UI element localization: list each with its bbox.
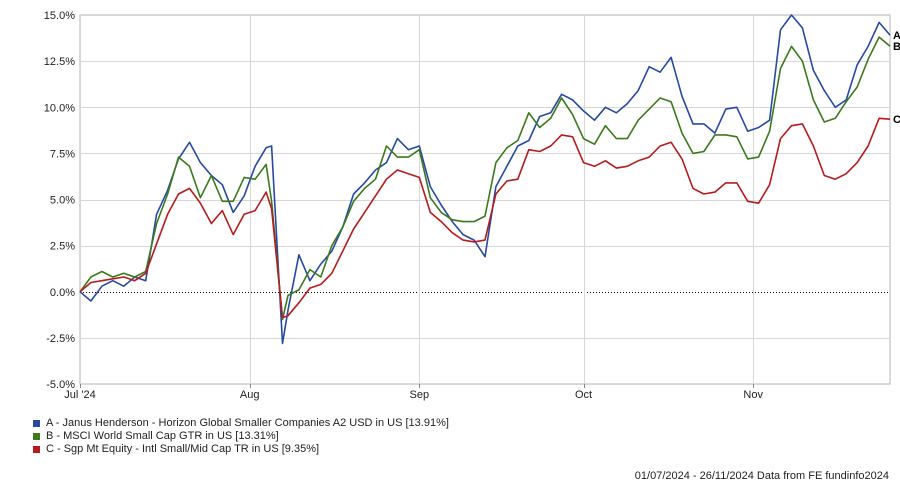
legend-label-a: A - Janus Henderson - Horizon Global Sma… — [46, 417, 449, 429]
y-tick-label: 10.0% — [44, 102, 75, 114]
x-axis-tick-labels: Jul '24 Aug Sep Oct Nov — [64, 389, 763, 401]
x-tick-label: Aug — [240, 389, 260, 401]
plot-frame — [79, 14, 891, 385]
y-axis-tick-labels: 15.0% 12.5% 10.0% 7.5% 5.0% 2.5% 0.0% -2.5% -5.0… — [44, 10, 75, 391]
series-end-label-c: C — [893, 114, 900, 126]
series-line-b — [79, 36, 891, 321]
x-tick-label: Sep — [410, 389, 430, 401]
x-tick-label: Nov — [743, 389, 763, 401]
grid-lines — [79, 14, 891, 388]
y-tick-label: 15.0% — [44, 10, 75, 22]
legend-item-a: A - Janus Henderson - Horizon Global Sma… — [33, 417, 449, 430]
legend: A - Janus Henderson - Horizon Global Sma… — [33, 417, 449, 456]
series-lines — [79, 14, 891, 345]
y-tick-label: 12.5% — [44, 56, 75, 68]
legend-swatch-b — [33, 433, 40, 440]
series-line-a — [79, 14, 891, 345]
x-tick-label: Oct — [575, 389, 592, 401]
performance-line-chart: 15.0% 12.5% 10.0% 7.5% 5.0% 2.5% 0.0% -2.5% -5.0… — [44, 10, 900, 401]
y-tick-label: 7.5% — [50, 148, 75, 160]
y-tick-label: -5.0% — [46, 379, 75, 391]
x-tick-label: Jul '24 — [64, 389, 95, 401]
series-end-labels: AB C — [893, 30, 900, 126]
y-tick-label: 2.5% — [50, 241, 75, 253]
series-end-label-b: B — [893, 41, 900, 53]
legend-item-c: C - Sgp Mt Equity - Intl Small/Mid Cap T… — [33, 443, 449, 456]
legend-swatch-c — [33, 446, 40, 453]
y-tick-label: 0.0% — [50, 287, 75, 299]
date-range-source-note: 01/07/2024 - 26/11/2024 Data from FE fun… — [634, 470, 889, 482]
series-line-c — [79, 117, 891, 319]
legend-label-c: C - Sgp Mt Equity - Intl Small/Mid Cap T… — [46, 443, 320, 455]
y-tick-label: 5.0% — [50, 195, 75, 207]
legend-label-b: B - MSCI World Small Cap GTR in US [13.3… — [46, 430, 279, 442]
y-tick-label: -2.5% — [46, 333, 75, 345]
series-end-label-a: A — [893, 30, 900, 42]
legend-swatch-a — [33, 420, 40, 427]
legend-item-b: B - MSCI World Small Cap GTR in US [13.3… — [33, 430, 449, 443]
